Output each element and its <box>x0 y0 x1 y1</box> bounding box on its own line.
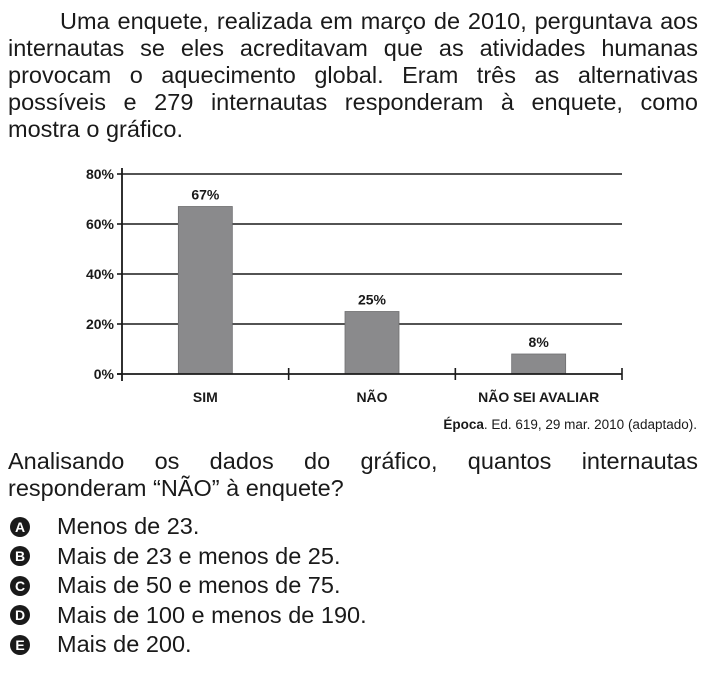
y-tick-label: 20% <box>86 316 115 332</box>
option-a[interactable]: A Menos de 23. <box>10 512 367 542</box>
option-d-text: Mais de 100 e menos de 190. <box>57 601 367 628</box>
option-d[interactable]: D Mais de 100 e menos de 190. <box>10 601 367 631</box>
x-category-label: SIM <box>193 389 218 405</box>
y-tick-label: 80% <box>86 166 115 182</box>
option-e-text: Mais de 200. <box>57 631 192 658</box>
bar-chart: 0% 20% 40% 60% 80% 67% SIM 25% NÃO 8% NÃO SEI AVAL… <box>86 166 623 405</box>
source-details: . Ed. 619, 29 mar. 2010 (adaptado). <box>483 417 697 432</box>
y-tick-label: 40% <box>86 266 115 282</box>
y-tick-label: 0% <box>94 366 115 382</box>
option-a-letter-icon: A <box>10 516 30 537</box>
option-c[interactable]: C Mais de 50 e menos de 75. <box>10 571 367 601</box>
x-category-label: NÃO SEI AVALIAR <box>478 388 599 405</box>
intro-paragraph: Uma enquete, realizada em março de 2010,… <box>8 8 698 143</box>
bar-value-label: 67% <box>191 187 220 203</box>
source-citation: Época. Ed. 619, 29 mar. 2010 (adaptado). <box>443 417 697 432</box>
option-e-letter-icon: E <box>10 634 30 655</box>
option-b-letter-icon: B <box>10 546 30 567</box>
y-tick-label: 60% <box>86 216 115 232</box>
option-c-letter-icon: C <box>10 575 30 596</box>
bar-value-label: 8% <box>529 334 550 350</box>
option-c-text: Mais de 50 e menos de 75. <box>57 572 341 599</box>
x-category-label: NÃO <box>356 388 387 405</box>
option-b[interactable]: B Mais de 23 e menos de 25. <box>10 542 367 572</box>
question-text: Analisando os dados do gráfico, quantos … <box>8 448 698 501</box>
bar <box>344 311 400 375</box>
intro-text: Uma enquete, realizada em março de 2010,… <box>8 8 698 142</box>
option-d-letter-icon: D <box>10 605 30 626</box>
option-a-text: Menos de 23. <box>57 513 200 540</box>
bar <box>177 206 233 375</box>
source-publication: Época <box>443 417 484 432</box>
bar <box>511 353 567 375</box>
option-b-text: Mais de 23 e menos de 25. <box>57 542 341 569</box>
bar-value-label: 25% <box>358 292 387 308</box>
answer-options: A Menos de 23. B Mais de 23 e menos de 2… <box>10 512 367 660</box>
option-e[interactable]: E Mais de 200. <box>10 630 367 660</box>
